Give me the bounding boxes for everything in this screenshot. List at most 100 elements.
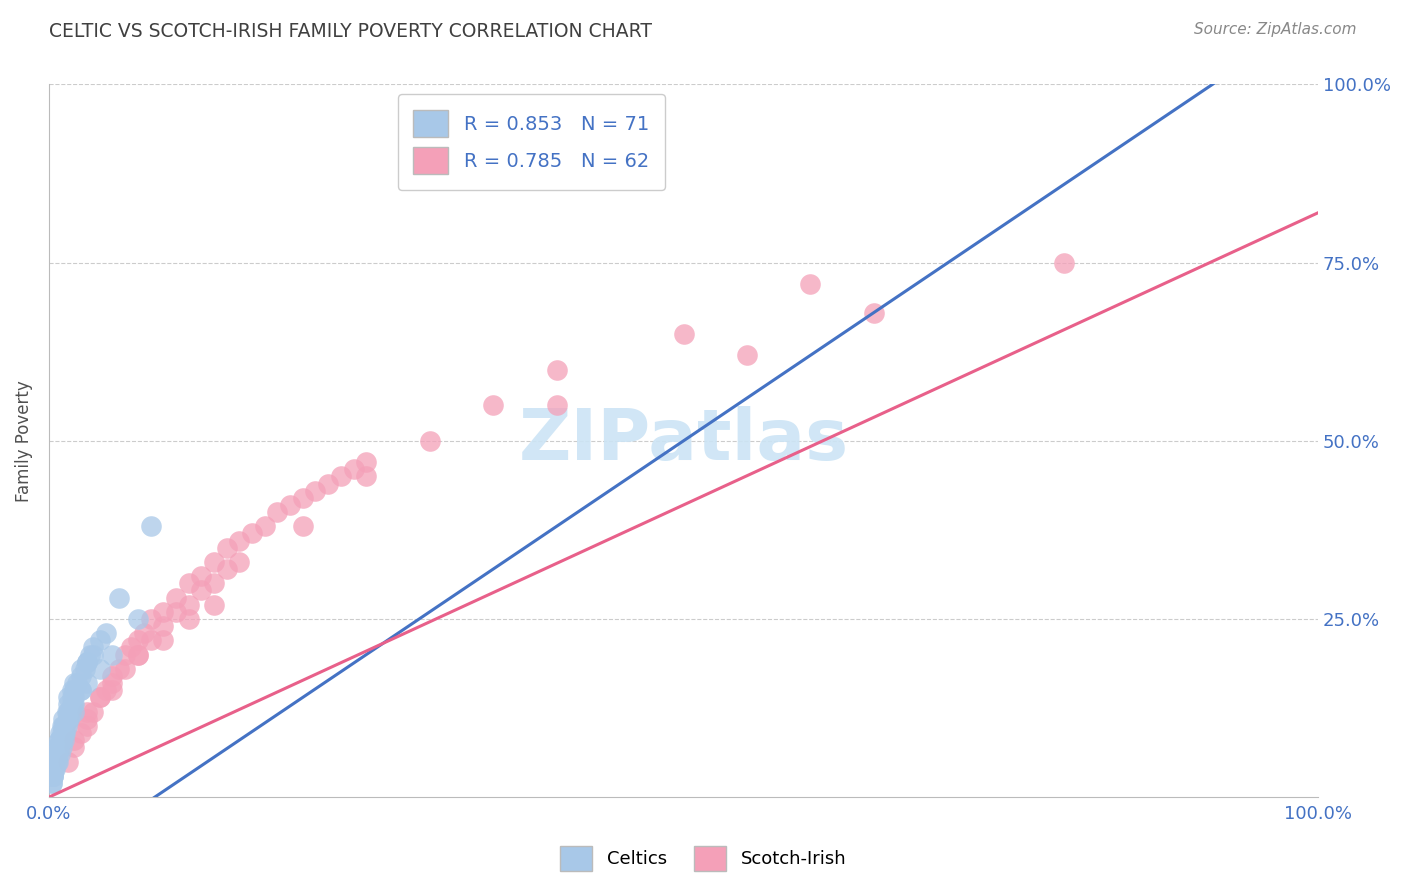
Point	[46, 740, 69, 755]
Point	[55, 719, 77, 733]
Point	[253, 519, 276, 533]
Point	[101, 676, 124, 690]
Point	[240, 526, 263, 541]
Point	[69, 726, 91, 740]
Point	[48, 733, 70, 747]
Point	[546, 362, 568, 376]
Point	[51, 733, 73, 747]
Point	[89, 662, 111, 676]
Point	[63, 690, 86, 705]
Point	[51, 740, 73, 755]
Text: Source: ZipAtlas.com: Source: ZipAtlas.com	[1194, 22, 1357, 37]
Point	[152, 633, 174, 648]
Point	[82, 648, 104, 662]
Point	[42, 762, 65, 776]
Point	[863, 305, 886, 319]
Point	[76, 676, 98, 690]
Point	[60, 683, 83, 698]
Point	[56, 712, 79, 726]
Text: CELTIC VS SCOTCH-IRISH FAMILY POVERTY CORRELATION CHART: CELTIC VS SCOTCH-IRISH FAMILY POVERTY CO…	[49, 22, 652, 41]
Point	[82, 705, 104, 719]
Point	[127, 648, 149, 662]
Point	[114, 662, 136, 676]
Point	[202, 598, 225, 612]
Point	[42, 769, 65, 783]
Point	[41, 776, 63, 790]
Point	[60, 690, 83, 705]
Point	[101, 669, 124, 683]
Point	[51, 726, 73, 740]
Point	[76, 655, 98, 669]
Point	[165, 605, 187, 619]
Point	[278, 498, 301, 512]
Point	[52, 712, 75, 726]
Point	[127, 648, 149, 662]
Point	[63, 683, 86, 698]
Point	[49, 726, 72, 740]
Point	[41, 776, 63, 790]
Point	[202, 576, 225, 591]
Point	[101, 683, 124, 698]
Point	[114, 648, 136, 662]
Point	[69, 669, 91, 683]
Point	[73, 662, 96, 676]
Point	[52, 719, 75, 733]
Point	[63, 733, 86, 747]
Point	[291, 519, 314, 533]
Point	[82, 640, 104, 655]
Point	[51, 733, 73, 747]
Point	[735, 348, 758, 362]
Point	[101, 648, 124, 662]
Point	[165, 591, 187, 605]
Point	[42, 762, 65, 776]
Point	[60, 698, 83, 712]
Point	[89, 633, 111, 648]
Point	[177, 598, 200, 612]
Point	[482, 398, 505, 412]
Point	[134, 626, 156, 640]
Point	[66, 676, 89, 690]
Point	[190, 569, 212, 583]
Y-axis label: Family Poverty: Family Poverty	[15, 380, 32, 501]
Point	[42, 769, 65, 783]
Point	[63, 740, 86, 755]
Point	[51, 719, 73, 733]
Point	[342, 462, 364, 476]
Point	[202, 555, 225, 569]
Point	[672, 326, 695, 341]
Point	[139, 519, 162, 533]
Point	[228, 555, 250, 569]
Point	[152, 619, 174, 633]
Point	[356, 455, 378, 469]
Point	[63, 705, 86, 719]
Point	[53, 726, 76, 740]
Point	[127, 633, 149, 648]
Point	[56, 705, 79, 719]
Point	[152, 605, 174, 619]
Point	[546, 398, 568, 412]
Point	[190, 583, 212, 598]
Point	[62, 698, 84, 712]
Point	[44, 762, 66, 776]
Point	[55, 705, 77, 719]
Point	[69, 683, 91, 698]
Point	[291, 491, 314, 505]
Point	[177, 612, 200, 626]
Point	[55, 719, 77, 733]
Point	[56, 712, 79, 726]
Point	[45, 747, 67, 762]
Point	[76, 712, 98, 726]
Point	[63, 698, 86, 712]
Point	[79, 648, 101, 662]
Point	[69, 683, 91, 698]
Point	[329, 469, 352, 483]
Point	[94, 683, 117, 698]
Point	[89, 690, 111, 705]
Point	[215, 562, 238, 576]
Point	[304, 483, 326, 498]
Point	[56, 755, 79, 769]
Point	[53, 733, 76, 747]
Point	[48, 733, 70, 747]
Point	[107, 662, 129, 676]
Point	[56, 698, 79, 712]
